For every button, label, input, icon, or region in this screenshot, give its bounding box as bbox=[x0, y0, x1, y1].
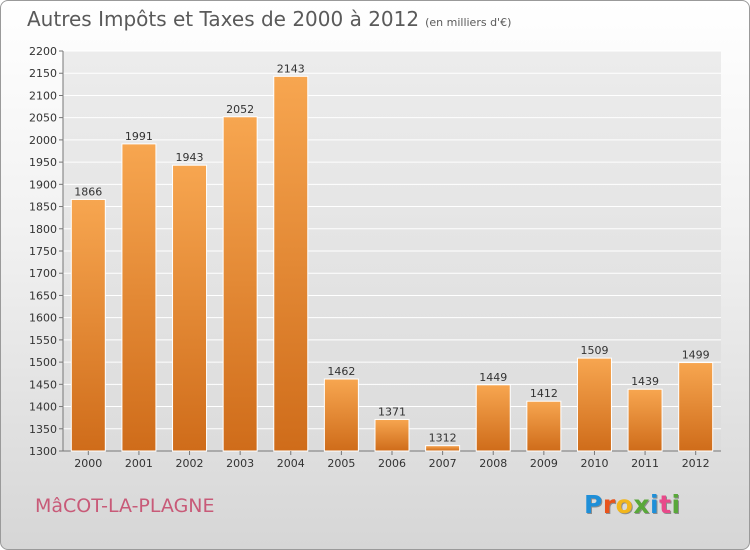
x-tick-label: 2008 bbox=[479, 457, 507, 470]
bar-value-label: 1371 bbox=[378, 405, 406, 418]
x-tick-label: 2007 bbox=[429, 457, 457, 470]
bar-value-label: 1866 bbox=[74, 185, 102, 198]
y-tick-label: 1300 bbox=[29, 445, 57, 458]
bar bbox=[374, 418, 410, 452]
bar-value-label: 1439 bbox=[631, 375, 659, 388]
bar-value-label: 1943 bbox=[176, 151, 204, 164]
y-tick-label: 1350 bbox=[29, 423, 57, 436]
y-tick-label: 2050 bbox=[29, 112, 57, 125]
y-tick-label: 1400 bbox=[29, 401, 57, 414]
y-tick-label: 1850 bbox=[29, 201, 57, 214]
x-tick-label: 2006 bbox=[378, 457, 406, 470]
x-tick-label: 2012 bbox=[682, 457, 710, 470]
y-tick-label: 2200 bbox=[29, 45, 57, 58]
bar bbox=[425, 445, 461, 452]
bar-value-label: 1991 bbox=[125, 130, 153, 143]
logo-letter: P bbox=[584, 490, 603, 519]
x-tick-label: 2010 bbox=[580, 457, 608, 470]
chart-title-text: Autres Impôts et Taxes de 2000 à 2012 bbox=[27, 7, 420, 31]
logo-letter: i bbox=[671, 490, 681, 519]
bar-value-label: 1449 bbox=[479, 371, 507, 384]
place-name: MâCOT-LA-PLAGNE bbox=[35, 495, 215, 517]
logo-letter: i bbox=[650, 490, 660, 519]
y-tick-label: 1550 bbox=[29, 334, 57, 347]
x-tick-label: 2002 bbox=[176, 457, 204, 470]
y-tick-label: 1600 bbox=[29, 312, 57, 325]
chart-title: Autres Impôts et Taxes de 2000 à 2012 (en… bbox=[27, 7, 511, 31]
bar-value-label: 1312 bbox=[429, 432, 457, 445]
y-tick-label: 1750 bbox=[29, 245, 57, 258]
x-tick-label: 2009 bbox=[530, 457, 558, 470]
bar-value-label: 1462 bbox=[327, 365, 355, 378]
y-tick-label: 2000 bbox=[29, 134, 57, 147]
bar-value-label: 1412 bbox=[530, 387, 558, 400]
x-tick-label: 2005 bbox=[327, 457, 355, 470]
y-tick-label: 2100 bbox=[29, 89, 57, 102]
logo-letter: x bbox=[633, 490, 650, 519]
bar bbox=[526, 400, 562, 452]
y-tick-label: 1700 bbox=[29, 267, 57, 280]
y-tick-label: 1950 bbox=[29, 156, 57, 169]
x-tick-label: 2004 bbox=[277, 457, 305, 470]
bar-value-label: 1499 bbox=[682, 349, 710, 362]
bar bbox=[576, 357, 612, 452]
y-tick-label: 1450 bbox=[29, 378, 57, 391]
bar bbox=[172, 164, 208, 452]
bar bbox=[678, 362, 714, 452]
y-tick-label: 1800 bbox=[29, 223, 57, 236]
bar-value-label: 1509 bbox=[580, 344, 608, 357]
y-tick-label: 1900 bbox=[29, 178, 57, 191]
bar bbox=[475, 384, 511, 452]
bar-value-label: 2052 bbox=[226, 103, 254, 116]
y-tick-label: 1500 bbox=[29, 356, 57, 369]
x-tick-label: 2003 bbox=[226, 457, 254, 470]
x-tick-label: 2011 bbox=[631, 457, 659, 470]
chart-unit: (en milliers d'€) bbox=[425, 16, 512, 29]
bar bbox=[627, 388, 663, 452]
bar bbox=[70, 198, 106, 452]
bar bbox=[323, 378, 359, 452]
proxiti-logo: Proxiti bbox=[584, 490, 681, 519]
logo-letter: r bbox=[602, 490, 616, 519]
y-tick-label: 1650 bbox=[29, 289, 57, 302]
bar bbox=[222, 116, 258, 452]
bar bbox=[121, 143, 157, 452]
x-tick-label: 2000 bbox=[74, 457, 102, 470]
bar-value-label: 2143 bbox=[277, 62, 305, 75]
logo-letter: t bbox=[659, 490, 672, 519]
x-tick-label: 2001 bbox=[125, 457, 153, 470]
y-tick-label: 2150 bbox=[29, 67, 57, 80]
logo-letter: o bbox=[615, 490, 634, 519]
bar bbox=[273, 75, 309, 452]
